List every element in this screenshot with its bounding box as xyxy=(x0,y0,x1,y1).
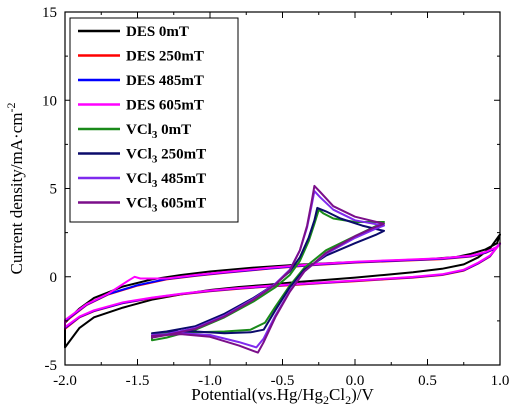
curves-layer xyxy=(64,184,501,354)
legend-box xyxy=(69,17,239,223)
legend-label-7: VCl3 605mT xyxy=(126,196,206,215)
x-axis-label: Potential(vs.Hg/Hg2Cl2)/V xyxy=(191,385,374,407)
x-tick-label: -0.5 xyxy=(271,373,295,389)
y-axis-label: Current density/mA·cm-2 xyxy=(4,103,26,275)
x-tick-label: -2.0 xyxy=(53,373,77,389)
x-tick-label: 1.0 xyxy=(491,373,510,389)
legend-label-0: DES 0mT xyxy=(126,24,189,40)
axes-layer: -2.0 -1.5 -1.0 -0.5 0.0 0.5 1.0 -5 0 5 10 15 xyxy=(42,5,509,389)
legend-label-4: VCl3 0mT xyxy=(126,122,191,141)
legend-label-6: VCl3 485mT xyxy=(126,171,206,190)
x-tick-label: -1.5 xyxy=(126,373,150,389)
series-line-5 xyxy=(151,206,385,335)
y-tick-label: -5 xyxy=(45,358,58,374)
legend-label-3: DES 605mT xyxy=(126,98,204,114)
series-line-0 xyxy=(64,233,501,349)
legend-label-2: DES 485mT xyxy=(126,73,204,89)
x-tick-label: 0.5 xyxy=(418,373,437,389)
y-tick-label: 10 xyxy=(42,93,57,109)
legend: DES 0mT DES 250mT DES 485mT DES 605mT VCl3 0… xyxy=(69,17,239,223)
y-tick-label: 0 xyxy=(50,270,58,286)
legend-label-5: VCl3 250mT xyxy=(126,147,206,166)
legend-label-1: DES 250mT xyxy=(126,49,204,65)
x-tick-label: -1.0 xyxy=(198,373,222,389)
y-tick-label: 5 xyxy=(50,182,58,198)
x-tick-label: 0.0 xyxy=(346,373,365,389)
y-tick-label: 15 xyxy=(42,5,57,21)
series-line-7 xyxy=(151,184,385,354)
